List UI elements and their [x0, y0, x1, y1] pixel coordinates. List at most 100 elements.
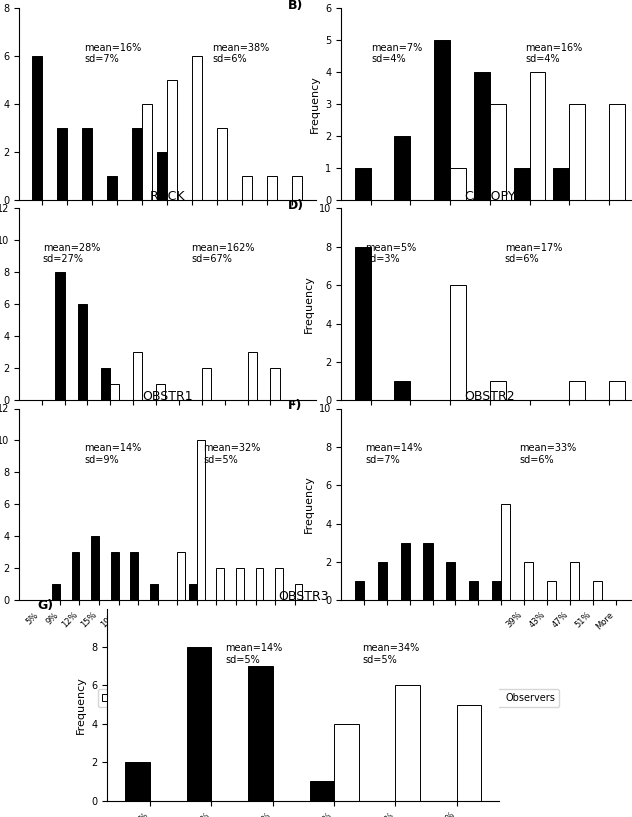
Legend: Habitat, Observers: Habitat, Observers [98, 289, 237, 306]
Bar [216, 569, 224, 600]
Bar [490, 381, 506, 400]
Text: mean=14%
sd=5%: mean=14% sd=5% [225, 643, 283, 665]
Bar [125, 762, 150, 801]
Bar [193, 56, 202, 200]
Bar [457, 704, 482, 801]
Bar [107, 176, 118, 200]
Legend: Habitat, Observers: Habitat, Observers [98, 690, 237, 707]
X-axis label: CV: CV [482, 435, 497, 445]
Bar [150, 584, 158, 600]
Bar [401, 543, 410, 600]
Bar [32, 56, 42, 200]
Bar [202, 368, 211, 400]
Bar [394, 381, 410, 400]
Bar [609, 105, 625, 200]
Legend: Habitat, Observers: Habitat, Observers [420, 489, 559, 507]
Bar [71, 552, 80, 600]
Text: mean=32%
sd=5%: mean=32% sd=5% [203, 443, 260, 465]
Bar [474, 72, 490, 200]
Text: mean=28%
sd=27%: mean=28% sd=27% [43, 243, 100, 265]
Bar [197, 440, 205, 600]
Bar [142, 105, 152, 200]
Bar [524, 562, 533, 600]
Bar [82, 128, 92, 200]
Bar [243, 176, 253, 200]
Text: mean=38%
sd=6%: mean=38% sd=6% [212, 42, 269, 65]
Bar [52, 584, 60, 600]
Bar [133, 128, 142, 200]
Bar [78, 305, 87, 400]
Bar [217, 128, 228, 200]
Bar [58, 128, 68, 200]
Bar [554, 168, 569, 200]
Bar [293, 176, 303, 200]
Bar [310, 781, 334, 801]
Y-axis label: Frequency: Frequency [304, 475, 313, 534]
Bar [434, 40, 450, 200]
Bar [569, 381, 585, 400]
Bar [396, 685, 420, 801]
Title: OBSTR1: OBSTR1 [142, 391, 193, 403]
Text: F): F) [288, 399, 302, 412]
Bar [157, 152, 167, 200]
Bar [275, 569, 283, 600]
Bar [255, 569, 264, 600]
Bar [355, 582, 364, 600]
Bar [189, 584, 197, 600]
Bar [110, 384, 119, 400]
Bar [570, 562, 579, 600]
Title: OBSTR2: OBSTR2 [465, 391, 515, 403]
Bar [547, 582, 556, 600]
Bar [469, 582, 478, 600]
Legend: Habitat, Observers: Habitat, Observers [420, 289, 559, 306]
Bar [593, 582, 602, 600]
Y-axis label: Frequency: Frequency [310, 75, 320, 133]
Bar [177, 552, 185, 600]
Bar [236, 569, 244, 600]
X-axis label: CV: CV [160, 637, 175, 647]
Text: mean=14%
sd=9%: mean=14% sd=9% [84, 443, 142, 465]
Bar [446, 562, 456, 600]
Bar [492, 582, 501, 600]
Title: ROCK: ROCK [150, 190, 185, 203]
Legend: Habitat, Observers: Habitat, Observers [98, 489, 237, 507]
Bar [91, 537, 99, 600]
Bar [295, 584, 303, 600]
Text: B): B) [288, 0, 303, 11]
Text: mean=5%
sd=3%: mean=5% sd=3% [365, 243, 416, 265]
Bar [111, 552, 119, 600]
Text: mean=7%
sd=4%: mean=7% sd=4% [371, 42, 422, 65]
Legend: Habitat, Observers: Habitat, Observers [420, 690, 559, 707]
Bar [450, 285, 466, 400]
Text: mean=14%
sd=7%: mean=14% sd=7% [365, 443, 422, 465]
Bar [101, 368, 110, 400]
Bar [501, 505, 511, 600]
X-axis label: CV: CV [482, 637, 497, 647]
Title: CANOPY: CANOPY [464, 190, 516, 203]
Bar [156, 384, 165, 400]
Text: mean=162%
sd=67%: mean=162% sd=67% [191, 243, 255, 265]
X-axis label: CV: CV [160, 237, 175, 247]
Bar [514, 168, 530, 200]
Bar [609, 381, 625, 400]
Bar [56, 272, 64, 400]
Bar [248, 352, 257, 400]
Text: mean=16%
sd=4%: mean=16% sd=4% [525, 42, 583, 65]
Bar [248, 667, 272, 801]
Bar [490, 105, 506, 200]
Bar [569, 105, 585, 200]
Text: mean=34%
sd=5%: mean=34% sd=5% [362, 643, 420, 665]
Text: G): G) [37, 599, 53, 612]
Text: D): D) [288, 199, 304, 212]
Bar [450, 168, 466, 200]
Text: mean=17%
sd=6%: mean=17% sd=6% [505, 243, 562, 265]
Bar [267, 176, 277, 200]
Title: PLANT: PLANT [147, 0, 188, 2]
Bar [378, 562, 387, 600]
Bar [530, 72, 545, 200]
Y-axis label: Frequency: Frequency [76, 676, 86, 734]
X-axis label: CV: CV [482, 235, 497, 245]
Title: LITTER: LITTER [468, 0, 511, 2]
Text: mean=16%
sd=7%: mean=16% sd=7% [84, 42, 142, 65]
Bar [355, 247, 370, 400]
